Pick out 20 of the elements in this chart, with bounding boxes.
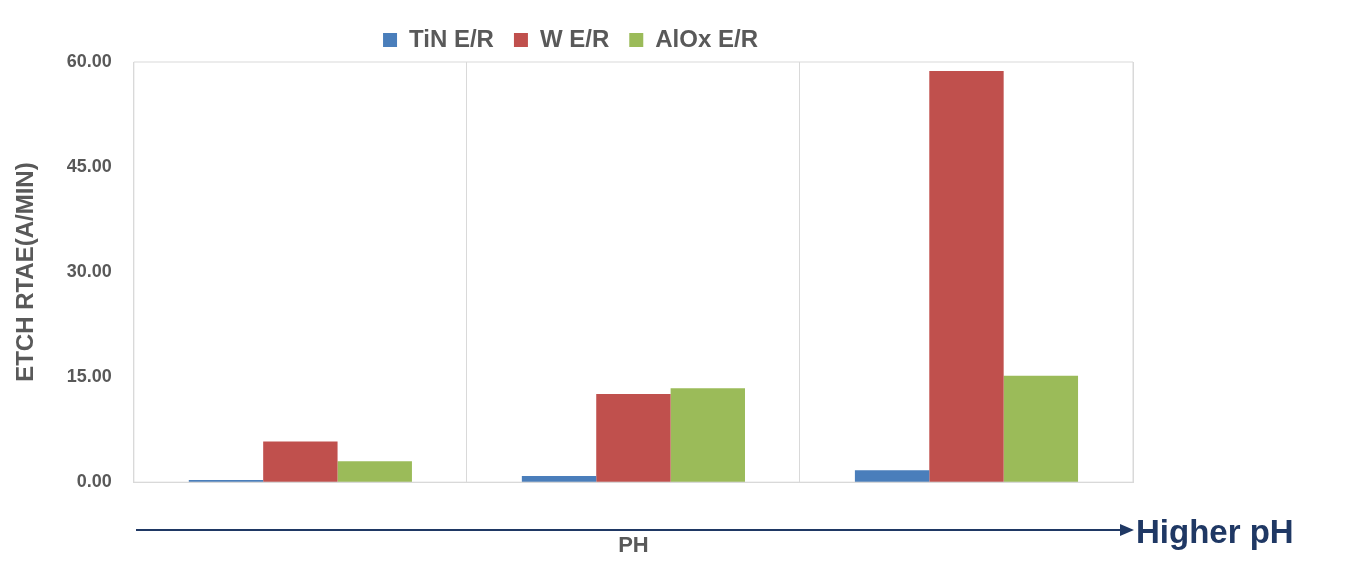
bar	[596, 393, 671, 483]
text: Higher pH	[1136, 513, 1294, 551]
y-tick-label: 60.00	[66, 50, 112, 71]
x-axis-title: PH	[618, 531, 649, 557]
y-tick-label: 30.00	[66, 261, 112, 282]
bar	[854, 470, 930, 483]
y-tick-label: 0.00	[76, 471, 112, 492]
bar	[521, 475, 597, 483]
bar	[263, 441, 338, 483]
y-axis-title: ETCH RTAE(A/MIN)	[11, 162, 39, 382]
bar	[929, 71, 1004, 483]
bar	[188, 480, 264, 483]
bar	[1003, 375, 1079, 483]
legend-label: AlOx E/R	[655, 24, 758, 52]
y-tick-label: 45.00	[66, 156, 112, 177]
bar	[670, 388, 745, 483]
legend-label: TiN E/R	[409, 24, 494, 52]
bar	[337, 461, 412, 483]
y-tick-label: 15.00	[66, 366, 112, 387]
legend-label: W E/R	[539, 24, 610, 52]
